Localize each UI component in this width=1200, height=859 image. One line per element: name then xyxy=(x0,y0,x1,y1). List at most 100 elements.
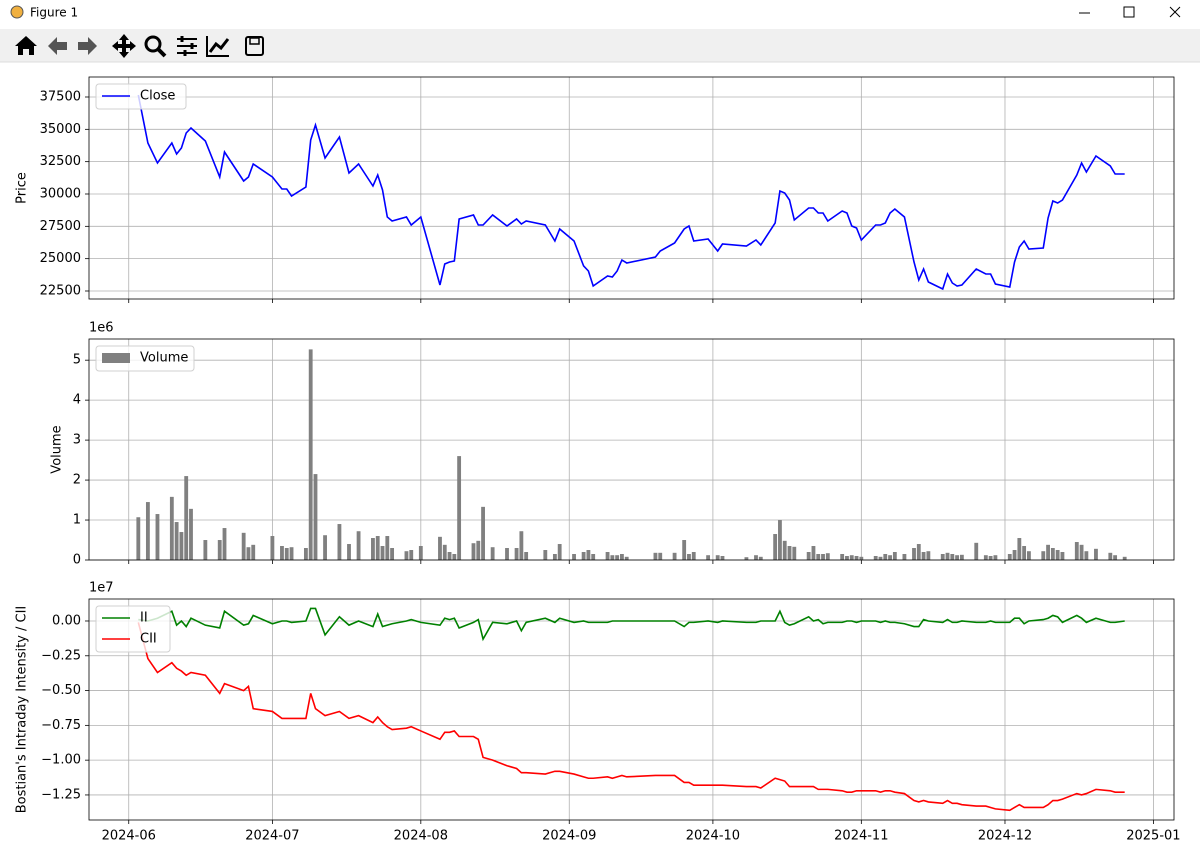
series-line xyxy=(138,607,1125,642)
zoom-button[interactable] xyxy=(144,35,162,53)
volume-bar xyxy=(1108,552,1113,560)
volume-bar xyxy=(524,552,529,560)
legend-box xyxy=(95,345,195,372)
axes-background xyxy=(89,339,1174,560)
axes-frame xyxy=(88,338,1175,561)
x-tick-label: 2025-01 xyxy=(1126,829,1180,844)
volume-bar xyxy=(955,555,960,560)
y-tick-label: 30000 xyxy=(40,186,81,201)
volume-bar xyxy=(859,556,864,560)
volume-bar xyxy=(825,553,830,560)
volume-bar xyxy=(653,552,658,560)
back-button[interactable] xyxy=(48,37,67,55)
volume-bar xyxy=(222,528,227,560)
forward-button[interactable] xyxy=(78,37,97,55)
x-tick-label: 2024-06 xyxy=(102,829,156,844)
plot-area xyxy=(137,607,1125,812)
volume-bar xyxy=(184,476,189,560)
legend-label: Close xyxy=(140,89,175,104)
volume-bar xyxy=(873,556,878,560)
volume-bar xyxy=(284,548,289,560)
axis-offset-label: 1e7 xyxy=(89,581,114,596)
volume-bar xyxy=(572,554,576,560)
volume-bar xyxy=(840,554,845,560)
y-tick-label: 35000 xyxy=(40,122,81,137)
legend-label: II xyxy=(140,611,148,626)
volume-bar xyxy=(682,540,687,560)
plot-area xyxy=(137,94,1125,291)
y-tick-label: 22500 xyxy=(40,283,81,298)
volume-bar xyxy=(418,546,423,560)
series-line xyxy=(137,622,1125,812)
x-tick-label: 2024-09 xyxy=(542,829,596,844)
volume-bar xyxy=(505,548,509,560)
volume-bar xyxy=(543,550,548,560)
volume-bar xyxy=(380,546,385,560)
y-axis-label: Price xyxy=(15,172,30,204)
axis-offset-label: 1e6 xyxy=(89,321,114,336)
volume-bar xyxy=(347,544,351,560)
volume-bar xyxy=(371,538,375,560)
volume-bar xyxy=(744,557,749,560)
volume-bar xyxy=(888,555,892,560)
axes-icon-line xyxy=(208,38,230,53)
volume-bar xyxy=(375,536,380,560)
save-button[interactable] xyxy=(245,36,264,56)
volume-bar xyxy=(203,540,208,560)
volume-bar xyxy=(816,554,821,560)
volume-bar xyxy=(1084,551,1089,560)
y-tick-label: 4 xyxy=(73,393,81,408)
volume-bar xyxy=(145,502,150,560)
maximize-button[interactable] xyxy=(1123,6,1135,18)
volume-bar xyxy=(1041,551,1046,560)
volume-bar xyxy=(1060,552,1065,560)
volume-bar xyxy=(892,552,897,560)
volume-bar xyxy=(1012,550,1017,560)
volume-bar xyxy=(323,535,327,560)
plot-area xyxy=(136,349,1127,560)
pan-button[interactable] xyxy=(112,34,136,58)
legend-box xyxy=(95,605,171,653)
volume-bar xyxy=(792,546,797,560)
volume-bar xyxy=(758,556,763,560)
configure-sliders xyxy=(180,36,194,56)
volume-bar xyxy=(270,536,275,560)
x-tick-label: 2024-07 xyxy=(245,829,299,844)
volume-bar xyxy=(1079,544,1084,560)
y-tick-label: −1.00 xyxy=(41,753,81,768)
volume-bar xyxy=(452,554,457,560)
close-button[interactable] xyxy=(1169,6,1181,18)
home-button[interactable] xyxy=(15,36,37,55)
configure-button[interactable] xyxy=(177,38,197,54)
legend-label: CII xyxy=(140,632,157,647)
volume-bar xyxy=(782,540,787,560)
volume-bar xyxy=(845,556,849,560)
volume-bar xyxy=(471,543,476,560)
volume-bar xyxy=(179,532,184,560)
volume-bar xyxy=(1027,551,1031,560)
legend-box xyxy=(95,83,187,110)
volume-bar xyxy=(902,554,907,560)
axes-frame xyxy=(88,76,1175,300)
volume-bar xyxy=(246,547,251,560)
x-tick-label: 2024-10 xyxy=(686,829,740,844)
volume-bar xyxy=(189,508,193,560)
volume-bar xyxy=(988,556,993,560)
volume-bar xyxy=(217,540,222,560)
legend-label: Volume xyxy=(140,351,188,366)
volume-bar xyxy=(615,555,620,560)
volume-bar xyxy=(303,548,308,560)
volume-bar xyxy=(940,554,945,560)
volume-bar xyxy=(136,517,141,560)
axes-button[interactable] xyxy=(206,36,229,57)
figure: 22500 25000 27500 30000 32500 35000 37500 Price… xyxy=(15,76,1181,844)
volume-bar xyxy=(778,520,782,560)
volume-bar xyxy=(519,531,524,560)
volume-bar xyxy=(490,547,495,560)
x-tick-label: 2024-08 xyxy=(394,829,448,844)
volume-bar xyxy=(624,556,629,560)
axes-frame xyxy=(88,598,1175,821)
volume-bar xyxy=(557,544,562,560)
